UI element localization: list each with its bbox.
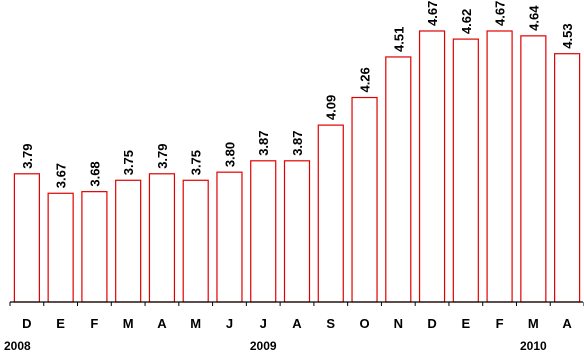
bar xyxy=(148,173,176,303)
x-axis-ticks xyxy=(9,302,584,306)
value-label: 3.79 xyxy=(20,143,35,168)
bar xyxy=(486,30,513,303)
category-label: S xyxy=(326,316,335,331)
bar xyxy=(283,160,311,303)
year-labels-group: 2008 2009 2010 xyxy=(4,339,547,353)
value-label: 3.67 xyxy=(54,163,69,188)
value-label: 3.79 xyxy=(155,143,170,168)
bar xyxy=(182,179,209,303)
value-label: 4.67 xyxy=(425,1,440,26)
value-label: 3.68 xyxy=(87,161,102,186)
bar xyxy=(216,171,243,303)
bar xyxy=(317,124,344,303)
value-label: 4.53 xyxy=(560,23,575,48)
value-label: 3.87 xyxy=(290,130,305,155)
value-labels-group: 3.79 3.67 3.68 3.75 3.79 3.75 3.80 3.87 3.87 4.09… xyxy=(20,1,575,189)
category-label: M xyxy=(190,316,201,331)
value-label: 4.09 xyxy=(324,95,339,120)
year-label: 2010 xyxy=(520,339,547,353)
bar xyxy=(47,192,74,303)
category-label: J xyxy=(260,316,267,331)
bar xyxy=(554,53,581,303)
category-label: D xyxy=(427,316,436,331)
category-label: J xyxy=(226,316,233,331)
category-label: E xyxy=(56,316,65,331)
category-label: E xyxy=(461,316,470,331)
value-label: 4.51 xyxy=(391,27,406,52)
bar xyxy=(13,173,40,303)
year-label: 2008 xyxy=(4,339,31,353)
category-label: M xyxy=(123,316,134,331)
category-label: A xyxy=(157,316,167,331)
bar xyxy=(520,35,547,303)
bar xyxy=(385,56,412,303)
year-label: 2009 xyxy=(250,339,277,353)
bars-group xyxy=(13,30,581,303)
bar xyxy=(452,38,479,303)
category-label: N xyxy=(394,316,403,331)
value-label: 3.75 xyxy=(189,150,204,175)
value-label: 4.26 xyxy=(358,67,373,92)
value-label: 3.87 xyxy=(256,130,271,155)
category-label: D xyxy=(22,316,31,331)
value-label: 4.62 xyxy=(459,9,474,34)
category-label: O xyxy=(359,316,369,331)
bar xyxy=(115,179,142,303)
value-label: 3.75 xyxy=(121,150,136,175)
category-label: F xyxy=(496,316,504,331)
value-label: 3.80 xyxy=(222,142,237,167)
category-label: F xyxy=(90,316,98,331)
bar xyxy=(351,96,378,303)
bar xyxy=(250,160,277,303)
bar xyxy=(418,30,446,303)
category-label: M xyxy=(528,316,539,331)
value-label: 4.67 xyxy=(493,1,508,26)
category-label: A xyxy=(562,316,572,331)
category-label: A xyxy=(292,316,302,331)
bar xyxy=(81,191,108,303)
value-label: 4.64 xyxy=(526,5,541,31)
